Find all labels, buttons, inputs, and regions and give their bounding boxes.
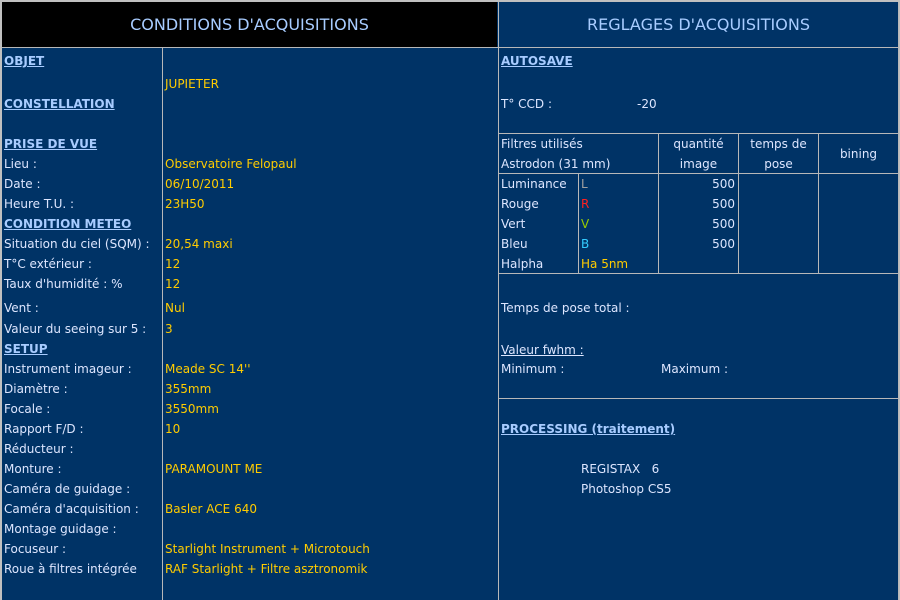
field-value: 3 bbox=[165, 322, 173, 336]
divider bbox=[499, 133, 898, 134]
filters-header-line1: Filtres utilisés bbox=[501, 137, 583, 151]
field-label: Date : bbox=[4, 177, 41, 191]
field-label: Vent : bbox=[4, 301, 39, 315]
field-label: Roue à filtres intégrée bbox=[4, 562, 137, 576]
field-label: Heure T.U. : bbox=[4, 197, 75, 211]
filter-quantity: 500 bbox=[712, 197, 735, 211]
total-pose-label: Temps de pose total : bbox=[501, 301, 630, 315]
field-label: Diamètre : bbox=[4, 382, 68, 396]
filter-name: Halpha bbox=[501, 257, 544, 271]
right-title: REGLAGES D'ACQUISITIONS bbox=[587, 15, 810, 34]
field-label: Réducteur : bbox=[4, 442, 74, 456]
divider bbox=[499, 273, 898, 274]
divider bbox=[498, 2, 499, 600]
filter-code: V bbox=[581, 217, 590, 231]
filter-name: Vert bbox=[501, 217, 526, 231]
field-value: 355mm bbox=[165, 382, 212, 396]
section-heading: OBJET bbox=[4, 54, 45, 68]
field-label: T°C extérieur : bbox=[4, 257, 92, 271]
field-label: Focale : bbox=[4, 402, 51, 416]
qty-header-2: image bbox=[679, 157, 718, 171]
field-value: 23H50 bbox=[165, 197, 205, 211]
field-label: Montage guidage : bbox=[4, 522, 117, 536]
divider bbox=[658, 133, 659, 273]
field-label: Valeur du seeing sur 5 : bbox=[4, 322, 147, 336]
field-label: Rapport F/D : bbox=[4, 422, 84, 436]
field-value: 3550mm bbox=[165, 402, 219, 416]
software-item: REGISTAX 6 bbox=[581, 462, 660, 476]
field-value: RAF Starlight + Filtre asztronomik bbox=[165, 562, 368, 576]
filter-quantity: 500 bbox=[712, 217, 735, 231]
ccd-temp-value: -20 bbox=[637, 97, 657, 111]
filters-header-line2: Astrodon (31 mm) bbox=[501, 157, 611, 171]
filter-name: Bleu bbox=[501, 237, 528, 251]
filter-name: Rouge bbox=[501, 197, 539, 211]
pose-header-1: temps de bbox=[750, 137, 807, 151]
filter-code: Ha 5nm bbox=[581, 257, 629, 271]
divider bbox=[898, 2, 899, 600]
field-value: Observatoire Felopaul bbox=[165, 157, 297, 171]
field-value: 20,54 maxi bbox=[165, 237, 233, 251]
divider bbox=[162, 47, 163, 600]
software-item: Photoshop CS5 bbox=[581, 482, 672, 496]
fwhm-maximum-label: Maximum : bbox=[661, 362, 728, 376]
ccd-temp-label: T° CCD : bbox=[501, 97, 552, 111]
field-value: 10 bbox=[165, 422, 181, 436]
section-heading: PRISE DE VUE bbox=[4, 137, 98, 151]
divider bbox=[499, 398, 898, 399]
field-value: Meade SC 14'' bbox=[165, 362, 251, 376]
divider bbox=[738, 133, 739, 273]
left-title: CONDITIONS D'ACQUISITIONS bbox=[2, 2, 497, 47]
bining-header: bining bbox=[839, 147, 878, 161]
filter-code: R bbox=[581, 197, 590, 211]
filter-code: B bbox=[581, 237, 590, 251]
field-value: Starlight Instrument + Microtouch bbox=[165, 542, 370, 556]
pose-header-2: pose bbox=[764, 157, 793, 171]
field-value: Nul bbox=[165, 301, 185, 315]
section-heading: SETUP bbox=[4, 342, 48, 356]
field-value: 06/10/2011 bbox=[165, 177, 235, 191]
divider bbox=[818, 133, 819, 273]
section-heading: CONSTELLATION bbox=[4, 97, 115, 111]
divider bbox=[499, 173, 898, 174]
filter-code: L bbox=[581, 177, 588, 191]
divider bbox=[2, 47, 898, 48]
autosave-heading: AUTOSAVE bbox=[501, 54, 573, 68]
filter-name: Luminance bbox=[501, 177, 567, 191]
section-heading: CONDITION METEO bbox=[4, 217, 132, 231]
filter-quantity: 500 bbox=[712, 237, 735, 251]
field-label: Focuseur : bbox=[4, 542, 67, 556]
filter-quantity: 500 bbox=[712, 177, 735, 191]
field-value: 12 bbox=[165, 257, 181, 271]
field-value: JUPIETER bbox=[165, 77, 219, 91]
qty-header-1: quantité bbox=[673, 137, 724, 151]
fwhm-minimum-label: Minimum : bbox=[501, 362, 565, 376]
field-label: Monture : bbox=[4, 462, 62, 476]
field-value: 12 bbox=[165, 277, 181, 291]
field-label: Instrument imageur : bbox=[4, 362, 132, 376]
field-label: Situation du ciel (SQM) : bbox=[4, 237, 150, 251]
field-label: Taux d'humidité : % bbox=[4, 277, 123, 291]
field-value: Basler ACE 640 bbox=[165, 502, 257, 516]
field-label: Caméra de guidage : bbox=[4, 482, 131, 496]
field-label: Lieu : bbox=[4, 157, 37, 171]
field-label: Caméra d'acquisition : bbox=[4, 502, 139, 516]
processing-heading: PROCESSING (traitement) bbox=[501, 422, 676, 436]
fwhm-label: Valeur fwhm : bbox=[501, 343, 584, 357]
field-value: PARAMOUNT ME bbox=[165, 462, 263, 476]
divider bbox=[578, 173, 579, 273]
